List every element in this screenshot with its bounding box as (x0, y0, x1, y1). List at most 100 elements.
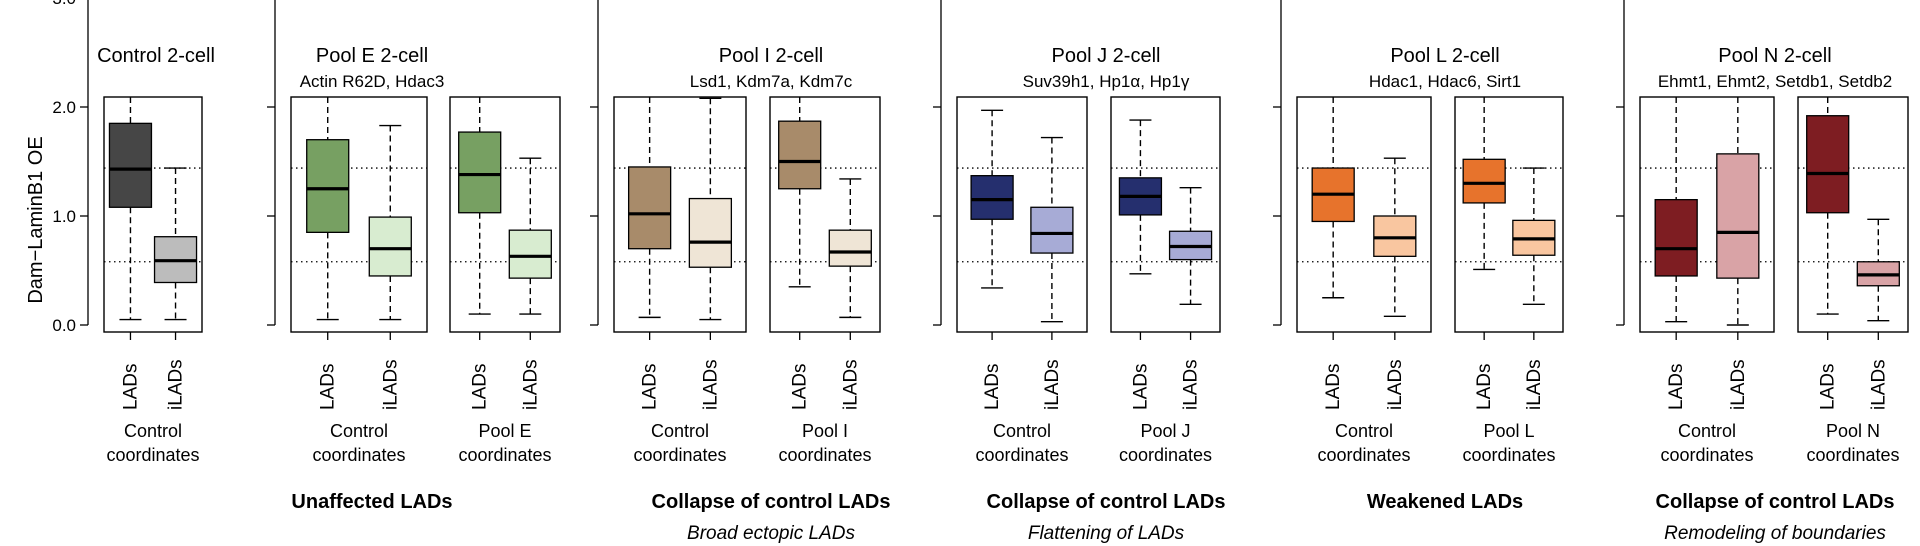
box-ilads (1512, 167, 1556, 305)
x-category-label: iLADs (1868, 359, 1889, 410)
group-subtitle: Suv39h1, Hp1α, Hp1γ (1023, 72, 1190, 91)
group-title: Pool N 2-cell (1718, 45, 1831, 67)
box-lads (306, 97, 350, 321)
x-category-label: LADs (1818, 364, 1839, 410)
box-ilads (1168, 186, 1213, 305)
coordinate-label-line2: coordinates (1462, 445, 1555, 465)
panel: LADs iLADs Control coordinates (1639, 96, 1775, 465)
box-lads (1118, 119, 1163, 275)
chart-group-5: Pool L 2-cell Hdac1, Hdac6, Sirt1 LADs iLAD… (1273, 0, 1564, 513)
y-tick-label: 2.0 (52, 98, 76, 117)
x-category-label: iLADs (700, 359, 721, 410)
x-category-label: iLADs (1181, 359, 1202, 410)
x-category-label: iLADs (166, 359, 187, 410)
box-ilads (1373, 157, 1417, 317)
x-category-label: LADs (640, 364, 661, 410)
x-category-label: iLADs (380, 359, 401, 410)
panel: LADs iLADs Control coordinates (290, 96, 428, 465)
panel-frame (449, 96, 561, 333)
box-ilads (1030, 136, 1074, 323)
coordinate-label-line2: coordinates (1317, 445, 1410, 465)
x-category-label: LADs (1130, 364, 1151, 410)
coordinate-label-line2: coordinates (778, 445, 871, 465)
panel-frame (769, 96, 881, 333)
coordinate-label-line1: Pool E (478, 421, 531, 441)
panel-frame (1797, 96, 1909, 333)
chart-group-4: Pool J 2-cell Suv39h1, Hp1α, Hp1γ LADs iLAD… (933, 0, 1225, 544)
y-tick-label: 1.0 (52, 207, 76, 226)
panel: LADs iLADs Control coordinates (956, 96, 1088, 465)
coordinate-label-line2: coordinates (312, 445, 405, 465)
x-category-label: iLADs (520, 359, 541, 410)
box-ilads (688, 97, 733, 321)
box-iqr (108, 122, 153, 208)
x-category-label: iLADs (1385, 359, 1406, 410)
chart-group-3: Pool I 2-cell Lsd1, Kdm7a, Kdm7c LADs iLADs… (590, 0, 890, 544)
box-iqr (778, 120, 822, 190)
box-lads (970, 109, 1014, 289)
coordinate-label-line1: Pool N (1826, 421, 1880, 441)
panel: LADs iLADs Pool L coordinates (1454, 96, 1564, 465)
box-lads (1311, 97, 1355, 299)
box-iqr (1716, 153, 1760, 279)
x-category-label: LADs (790, 364, 811, 410)
panel: LADs iLADs Pool I coordinates (769, 96, 881, 465)
x-category-label: LADs (470, 364, 491, 410)
group-footer: Weakened LADs (1367, 491, 1523, 513)
coordinate-label-line2: coordinates (1660, 445, 1753, 465)
group-title: Pool E 2-cell (316, 45, 428, 67)
group-title: Pool J 2-cell (1052, 45, 1161, 67)
panel-frame (1639, 96, 1775, 333)
coordinate-label-line2: coordinates (106, 445, 199, 465)
coordinate-label-line2: coordinates (1119, 445, 1212, 465)
panel-frame (1110, 96, 1221, 333)
panel: LADs iLADs Control coordinates (103, 96, 203, 465)
x-category-label: iLADs (840, 359, 861, 410)
group-subtitle: Actin R62D, Hdac3 (300, 72, 445, 91)
box-lads (778, 97, 822, 288)
box-lads (108, 97, 153, 321)
x-category-label: LADs (120, 364, 141, 410)
group-footer: Collapse of control LADs (1656, 491, 1895, 513)
group-footer-italic: Broad ectopic LADs (687, 523, 855, 544)
group-subtitle: Ehmt1, Ehmt2, Setdb1, Setdb2 (1658, 72, 1892, 91)
x-category-label: iLADs (1042, 359, 1063, 410)
box-iqr (627, 166, 672, 250)
box-ilads (1716, 97, 1760, 326)
x-category-label: LADs (982, 364, 1003, 410)
group-title: Control 2-cell (97, 45, 215, 67)
coordinate-label-line2: coordinates (1806, 445, 1899, 465)
y-tick-label: 3.0 (52, 0, 76, 8)
y-axis-label: Dam−LaminB1 OE (25, 136, 47, 303)
x-category-label: LADs (318, 364, 339, 410)
box-iqr (1806, 115, 1850, 214)
coordinate-label-line1: Control (330, 421, 388, 441)
panel: LADs iLADs Pool J coordinates (1110, 96, 1221, 465)
coordinate-label-line1: Pool I (802, 421, 848, 441)
box-lads (627, 97, 672, 319)
group-title: Pool L 2-cell (1390, 45, 1499, 67)
group-subtitle: Lsd1, Kdm7a, Kdm7c (690, 72, 853, 91)
x-category-label: iLADs (1728, 359, 1749, 410)
group-footer-italic: Remodeling of boundaries (1664, 523, 1886, 544)
group-footer-italic: Flattening of LADs (1028, 523, 1185, 544)
coordinate-label-line2: coordinates (633, 445, 726, 465)
coordinate-label-line1: Pool J (1140, 421, 1190, 441)
group-footer: Unaffected LADs (291, 491, 452, 513)
box-iqr (1654, 198, 1698, 277)
panel-frame (613, 96, 747, 333)
box-ilads (828, 178, 872, 319)
coordinate-label-line1: Control (1335, 421, 1393, 441)
chart-group-1: Control 2-cell 0.0 1.0 2.0 3.0 LADs iLADs Contr… (52, 0, 215, 465)
x-category-label: LADs (1666, 364, 1687, 410)
panel-frame (103, 96, 203, 333)
box-iqr (368, 216, 412, 277)
coordinate-label-line2: coordinates (975, 445, 1068, 465)
box-ilads (368, 124, 412, 321)
box-iqr (458, 131, 502, 214)
coordinate-label-line2: coordinates (458, 445, 551, 465)
panel-frame (290, 96, 428, 333)
box-iqr (508, 229, 552, 279)
group-footer: Collapse of control LADs (652, 491, 891, 513)
